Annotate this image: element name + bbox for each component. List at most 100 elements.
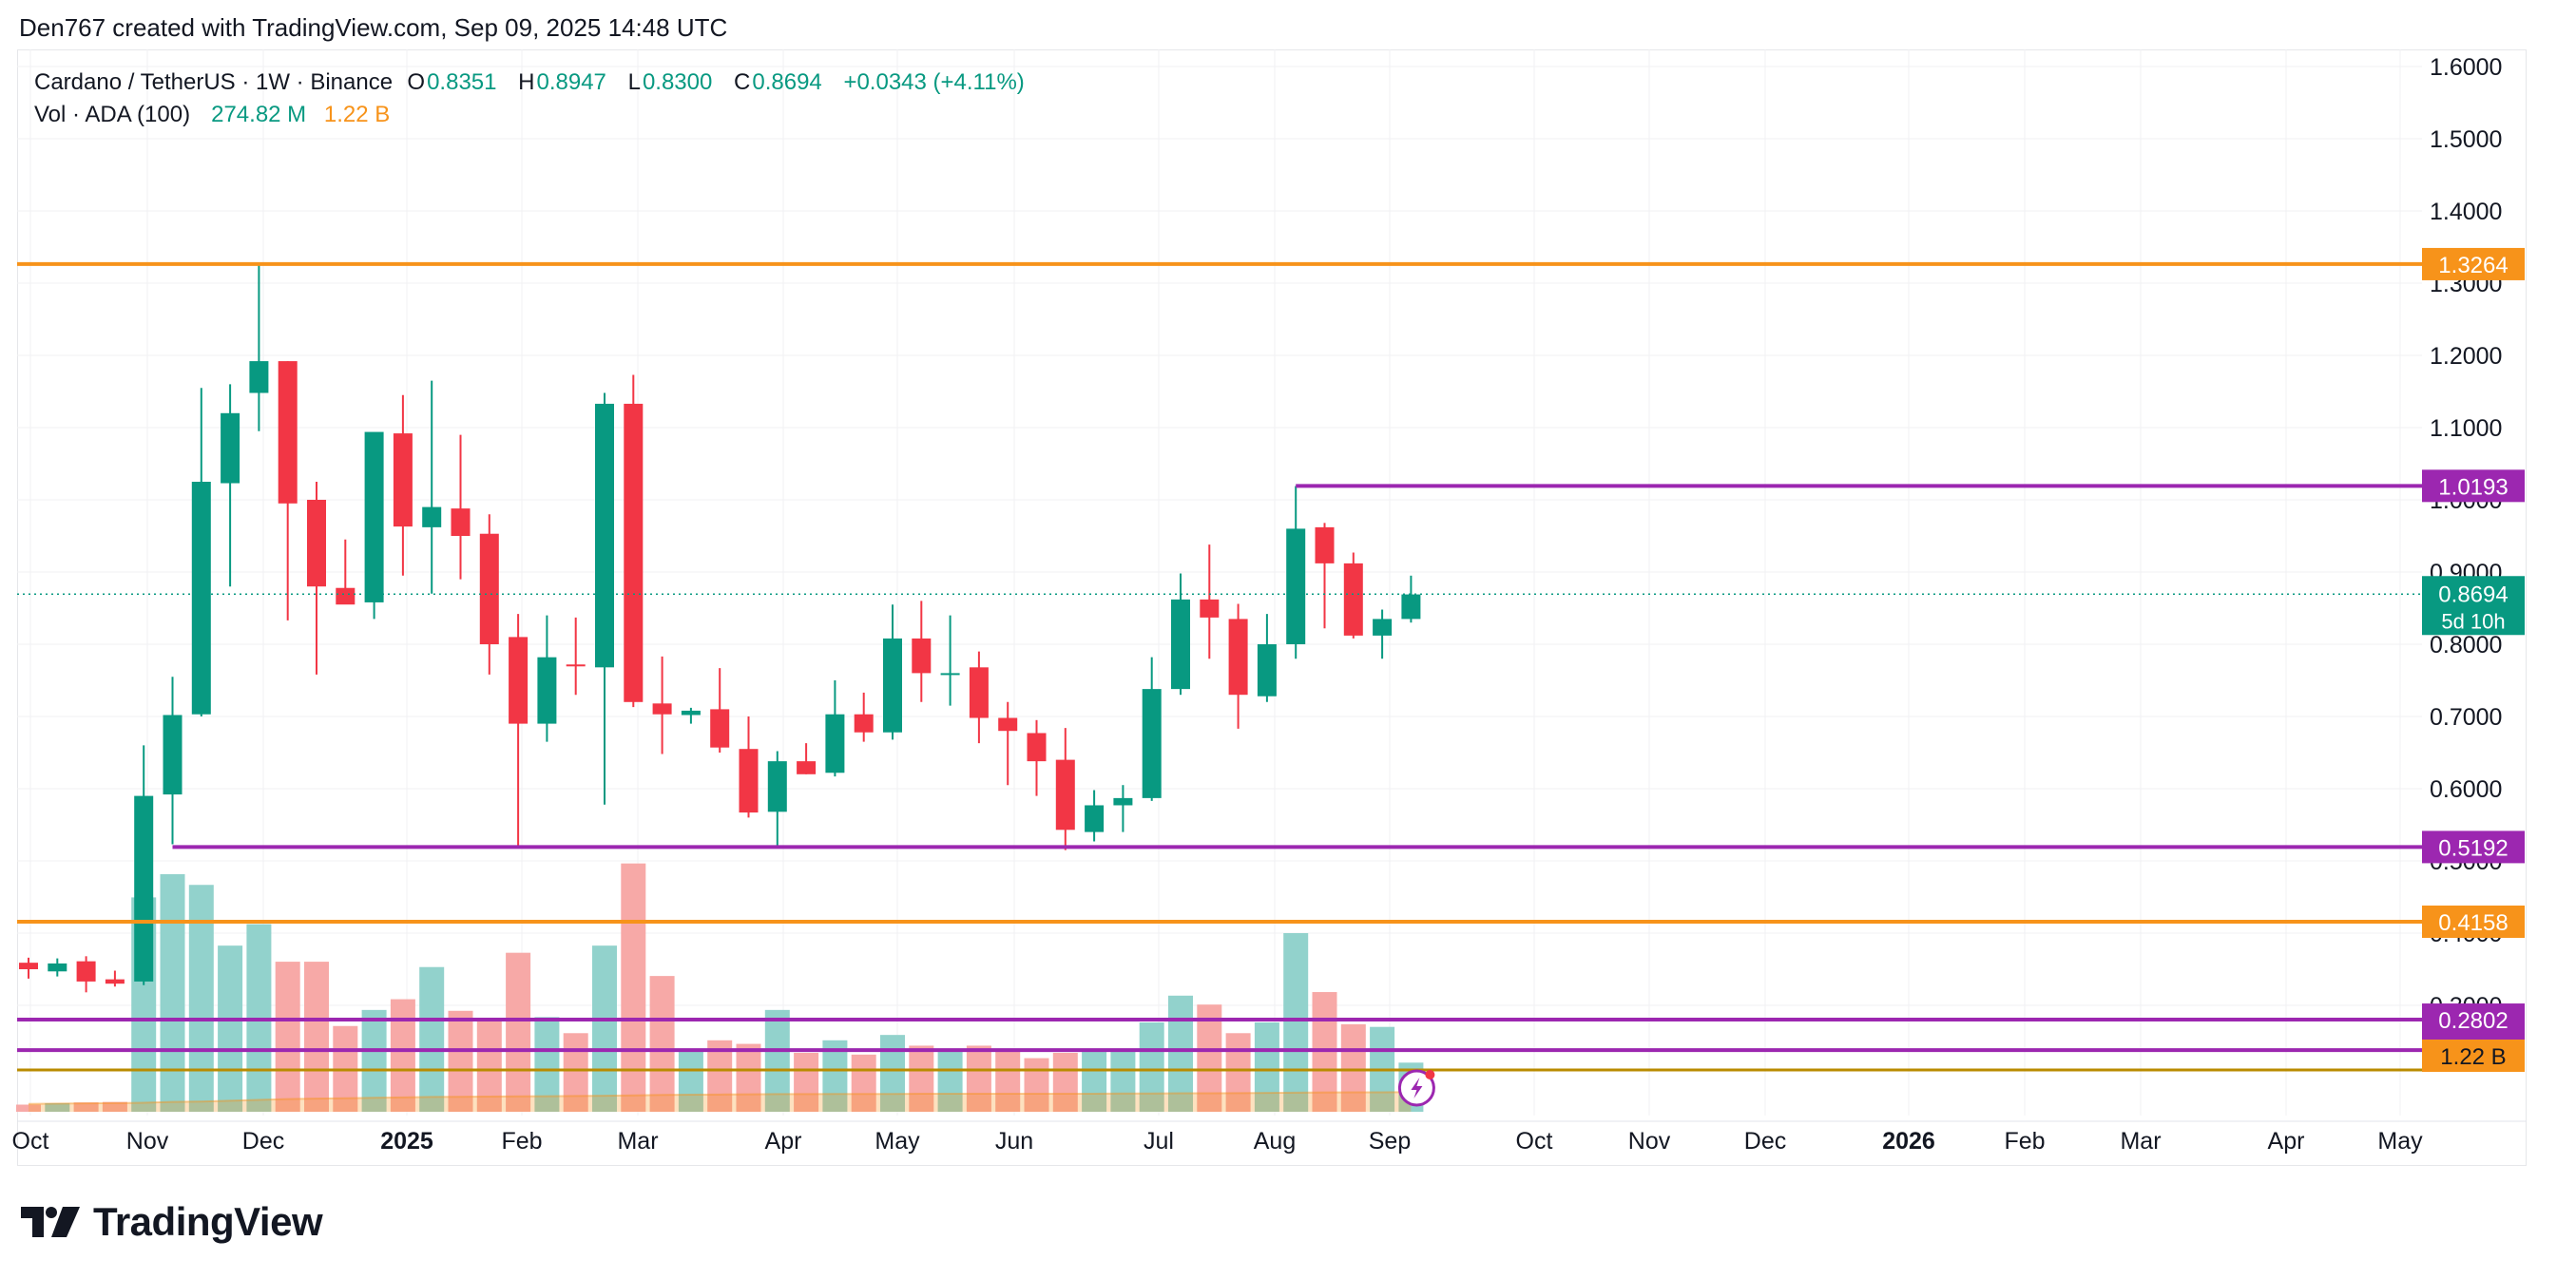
- candle-body: [451, 508, 471, 536]
- candle-body: [76, 961, 96, 982]
- candle-body: [1027, 733, 1047, 762]
- x-tick-label: May: [2377, 1128, 2423, 1155]
- volume-bar: [361, 1009, 387, 1112]
- volume-bar: [995, 1051, 1021, 1112]
- volume-bar: [1197, 1004, 1222, 1112]
- level-badge: [2422, 1003, 2525, 1037]
- y-tick-label: 0.6000: [2430, 776, 2502, 803]
- volume-bar: [102, 1101, 127, 1112]
- volume-bar: [1340, 1023, 1366, 1112]
- candle-body: [1373, 619, 1393, 636]
- candle-body: [912, 638, 932, 674]
- level-badge: [2422, 469, 2525, 503]
- volume-bar: [188, 885, 214, 1112]
- level-badge-label: 0.5192: [2438, 835, 2508, 861]
- candle-body: [191, 482, 211, 715]
- candle-body: [134, 795, 154, 982]
- candle-body: [1343, 563, 1363, 636]
- candle-body: [509, 637, 529, 724]
- legend-close-value: 0.8694: [752, 69, 822, 95]
- x-tick-label: 2026: [1882, 1128, 1935, 1155]
- candle-body: [364, 431, 384, 602]
- candle-body: [537, 657, 557, 724]
- level-badge-label: 0.4158: [2438, 910, 2508, 936]
- volume-bar: [16, 1104, 41, 1112]
- candle-body: [278, 361, 298, 504]
- candle-body: [883, 638, 902, 733]
- candle-body: [1171, 599, 1190, 690]
- candle-body: [105, 979, 125, 984]
- volume-bar: [1168, 995, 1193, 1112]
- volume-bar: [1110, 1051, 1136, 1112]
- legend-change-value: +0.0343 (+4.11%): [843, 69, 1025, 95]
- volume-bar: [1082, 1051, 1107, 1112]
- volume-bar: [1283, 933, 1309, 1112]
- candle-body: [1200, 599, 1220, 618]
- volume-bar: [880, 1035, 905, 1112]
- candle-body: [1055, 759, 1075, 830]
- y-tick-label: 1.2000: [2430, 343, 2502, 370]
- x-tick-label: Dec: [242, 1128, 284, 1155]
- level-badge: [2422, 247, 2525, 280]
- volume-bar: [1139, 1022, 1164, 1112]
- level-badge-label: 1.0193: [2438, 474, 2508, 500]
- level-badge: [2422, 830, 2525, 864]
- volume-bar: [764, 1009, 790, 1112]
- candle-body: [595, 403, 614, 668]
- candle-body: [767, 761, 787, 812]
- volume-bar: [678, 1049, 703, 1112]
- candle-body: [681, 710, 701, 716]
- legend-high-label: H: [518, 69, 535, 95]
- x-tick-label: Nov: [1628, 1128, 1671, 1155]
- level-badge: [2422, 905, 2525, 938]
- legend-volume-label[interactable]: Vol · ADA (100): [34, 102, 191, 127]
- legend-close-label: C: [734, 69, 751, 95]
- volume-bar: [563, 1033, 588, 1112]
- volume-bar: [506, 952, 531, 1112]
- candle-body: [479, 533, 499, 644]
- x-tick-label: Aug: [1254, 1128, 1296, 1155]
- x-tick-label: Dec: [1744, 1128, 1786, 1155]
- volume-bar: [73, 1102, 99, 1112]
- volume-bar: [621, 863, 646, 1112]
- volume-ma-area: [29, 1092, 1412, 1112]
- x-tick-label: Oct: [12, 1128, 49, 1155]
- x-tick-label: Feb: [2004, 1128, 2045, 1155]
- x-tick-label: Mar: [617, 1128, 658, 1155]
- candle-body: [1142, 689, 1162, 798]
- x-tick-label: Sep: [1369, 1128, 1411, 1155]
- tradingview-logo[interactable]: TradingView: [21, 1199, 323, 1245]
- candle-body: [854, 714, 874, 733]
- y-tick-label: 1.1000: [2430, 415, 2502, 442]
- volume-ma-badge-label: 1.22 B: [2440, 1044, 2506, 1070]
- chart-credit: Den767 created with TradingView.com, Sep…: [19, 13, 728, 42]
- y-tick-label: 0.8000: [2430, 632, 2502, 659]
- candle-body: [336, 587, 356, 605]
- candle-body: [307, 500, 326, 587]
- legend-low-value: 0.8300: [642, 69, 713, 95]
- x-tick-label: Jun: [995, 1128, 1033, 1155]
- legend-high-value: 0.8947: [536, 69, 606, 95]
- volume-bar: [937, 1051, 963, 1112]
- current-price-badge: [2422, 576, 2525, 636]
- volume-ma-badge: [2422, 1040, 2525, 1072]
- candle-body: [624, 403, 644, 702]
- volume-bar: [476, 1019, 502, 1112]
- legend-symbol[interactable]: Cardano / TetherUS · 1W · Binance: [34, 69, 394, 95]
- volume-bar: [1052, 1052, 1078, 1112]
- x-tick-label: Jul: [1144, 1128, 1174, 1155]
- volume-bar: [1024, 1058, 1049, 1112]
- volume-bar: [45, 1102, 70, 1112]
- volume-bar: [304, 962, 329, 1112]
- x-tick-label: Nov: [126, 1128, 169, 1155]
- candle-body: [797, 761, 817, 774]
- volume-bar: [534, 1017, 560, 1112]
- candle-body: [19, 963, 38, 969]
- volume-bar: [592, 945, 617, 1112]
- legend-symbol-row: Cardano / TetherUS · 1W · Binance O0.835…: [34, 67, 1040, 99]
- legend-open-label: O: [407, 69, 426, 95]
- candle-body: [940, 673, 960, 676]
- volume-bar: [794, 1052, 819, 1112]
- legend-low-label: L: [627, 69, 641, 95]
